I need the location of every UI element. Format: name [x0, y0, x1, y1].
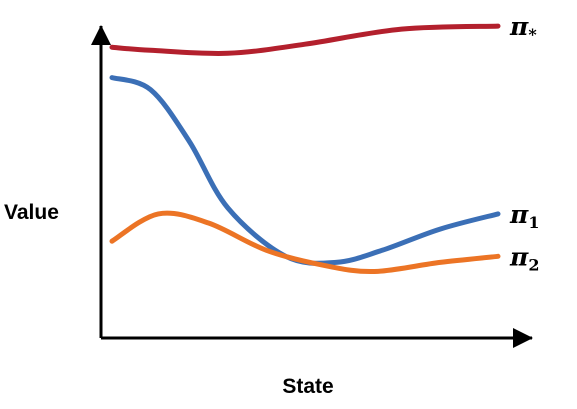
- series-line-pi-2: [109, 210, 501, 275]
- series-label-pi-2: π2: [509, 242, 539, 274]
- series-label-symbol: π: [509, 242, 529, 271]
- series-label-symbol: π: [509, 12, 529, 41]
- series-line-pi-star: [109, 23, 501, 56]
- series-label-subscript: 2: [528, 255, 539, 274]
- series-label-subscript: 1: [528, 213, 539, 232]
- x-axis-label: State: [282, 375, 333, 398]
- y-axis-label: Value: [4, 201, 59, 224]
- series-layer: [109, 23, 501, 275]
- series-label-subscript: *: [528, 25, 537, 44]
- series-label-pi-star: π*: [509, 12, 537, 44]
- series-line-pi-1: [109, 75, 501, 266]
- series-label-pi-1: π1: [509, 200, 539, 232]
- series-label-symbol: π: [509, 200, 529, 229]
